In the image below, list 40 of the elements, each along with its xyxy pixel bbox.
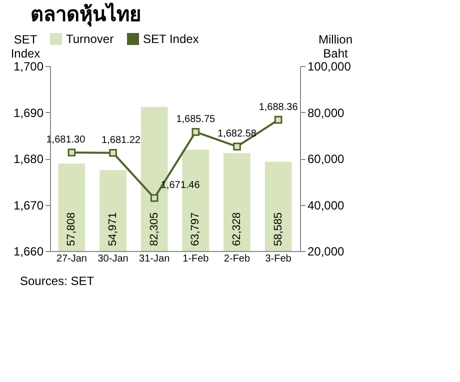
point — [150, 194, 158, 202]
x-tick-label: 2-Feb — [224, 254, 250, 264]
y2-tick-label: 20,000 — [308, 244, 345, 258]
data-label: 1,681.22 — [102, 134, 141, 146]
x-tick-label: 1-Feb — [182, 254, 210, 264]
y2-tick-label: 40,000 — [308, 198, 345, 212]
chart-title: ตลาดหุ้นไทย — [30, 2, 142, 27]
source-note: Sources: SET — [20, 274, 95, 288]
y-tick-label: 1,670 — [13, 198, 44, 212]
legend-label: SET Index — [143, 32, 199, 46]
y2-tick-label: 80,000 — [308, 106, 345, 120]
y2-tick-label: 60,000 — [308, 152, 345, 166]
point — [274, 116, 282, 124]
y2-tick-label: 100,000 — [308, 60, 352, 74]
data-label: 63,797 — [190, 212, 202, 246]
y-axis-title: SET Index — [10, 32, 40, 60]
data-label: 1,688.36 — [258, 102, 298, 113]
data-label: 58,585 — [272, 212, 284, 246]
point — [192, 128, 200, 136]
data-label: 57,808 — [66, 212, 78, 246]
data-label: 54,971 — [107, 212, 120, 246]
point — [109, 148, 117, 157]
data-label: 82,305 — [148, 212, 160, 246]
x-tick-label: 30-Jan — [98, 254, 128, 264]
y-tick-label: 1,700 — [13, 60, 44, 74]
data-label: 1,685.75 — [176, 114, 216, 125]
data-label: 1,682.58 — [218, 128, 257, 140]
data-label: 1,671.46 — [160, 180, 200, 191]
y-tick-label: 1,680 — [13, 152, 44, 166]
x-tick-label: 3-Feb — [265, 254, 292, 264]
x-tick-label: 31-Jan — [139, 254, 170, 264]
point — [233, 142, 241, 150]
y2-axis-title: Million Baht — [318, 32, 353, 60]
data-label: 62,328 — [230, 212, 243, 246]
legend-label: Turnover — [66, 32, 114, 46]
y-tick-label: 1,690 — [13, 106, 44, 120]
point — [68, 148, 76, 156]
data-label: 1,681.30 — [46, 134, 86, 146]
y-tick-label: 1,660 — [13, 244, 44, 258]
x-tick-label: 27-Jan — [56, 254, 87, 264]
